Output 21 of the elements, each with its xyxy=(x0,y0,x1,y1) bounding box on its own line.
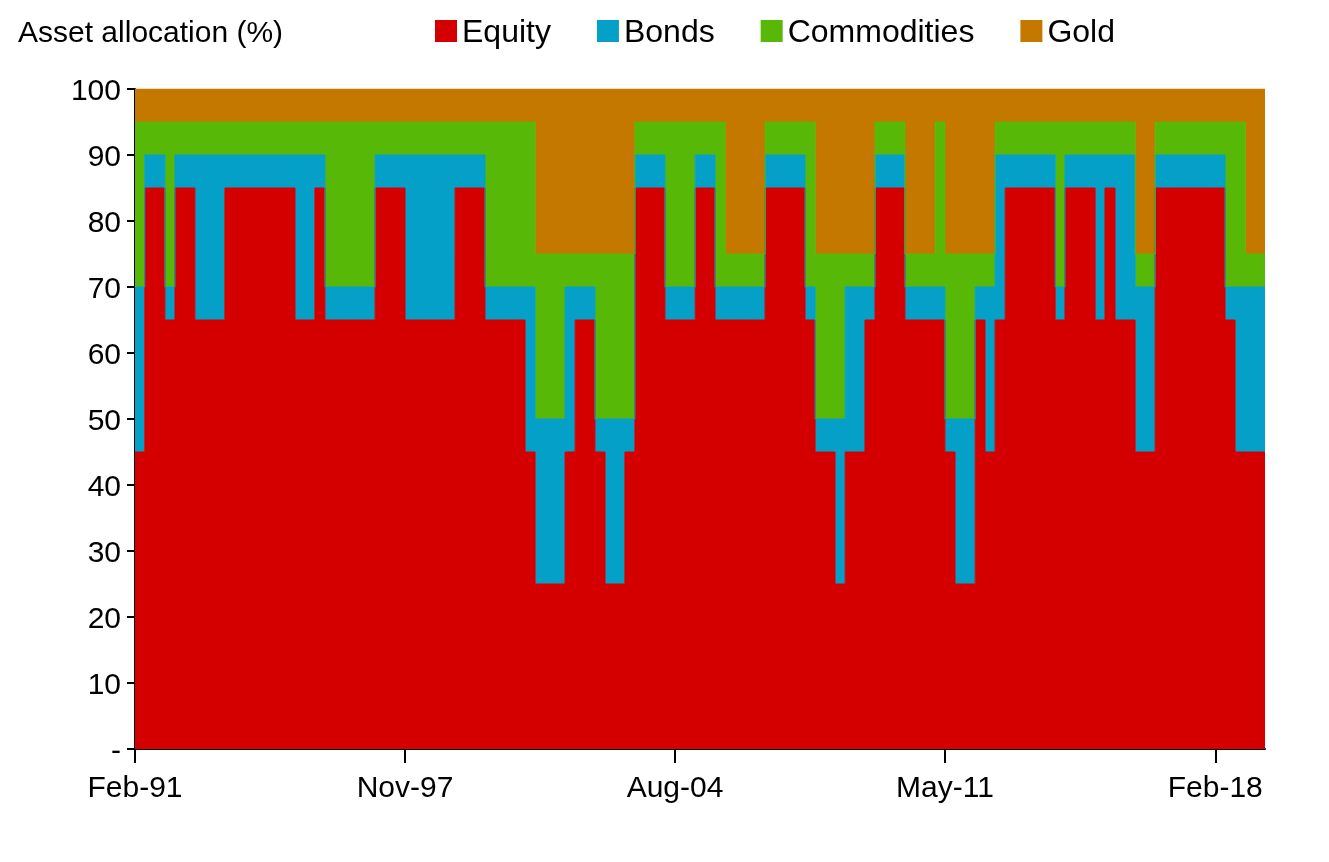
y-axis-title: Asset allocation (%) xyxy=(18,14,284,48)
y-tick-label: 60 xyxy=(87,336,121,370)
y-tick-label: 40 xyxy=(87,468,121,502)
legend-label: Bonds xyxy=(623,13,715,49)
y-tick-label: 80 xyxy=(87,204,121,238)
y-tick-label: 90 xyxy=(87,138,121,172)
x-tick-label: Feb-18 xyxy=(1167,769,1263,803)
x-tick-label: Feb-91 xyxy=(87,769,183,803)
y-tick-label: 50 xyxy=(87,402,121,436)
y-tick-label: - xyxy=(111,732,121,766)
y-tick-label: 10 xyxy=(87,666,121,700)
y-tick-label: 70 xyxy=(87,270,121,304)
x-tick-label: May-11 xyxy=(896,769,994,803)
y-tick-label: 20 xyxy=(87,600,121,634)
x-tick-label: Aug-04 xyxy=(626,769,724,803)
y-tick-label: 30 xyxy=(87,534,121,568)
legend-label: Commodities xyxy=(787,13,975,49)
legend-label: Equity xyxy=(462,13,551,49)
legend-label: Gold xyxy=(1047,13,1115,49)
x-tick-label: Nov-97 xyxy=(356,769,454,803)
y-tick-label: 100 xyxy=(70,72,121,106)
